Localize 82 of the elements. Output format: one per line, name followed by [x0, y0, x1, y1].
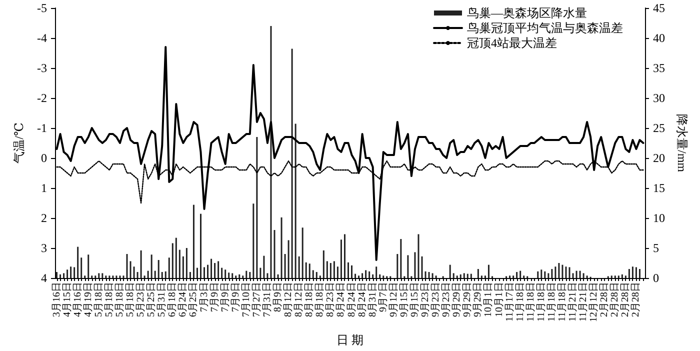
x-tick-label: 6月25日	[188, 282, 200, 317]
x-tick-label: 2月28日	[630, 282, 642, 317]
x-tick-label: 7月27日	[251, 282, 262, 317]
x-tick-label: 11月21日	[568, 282, 579, 322]
y2-tick-label: 30	[653, 91, 665, 105]
x-tick-label: 11月18日	[514, 282, 526, 322]
x-tick-label: 9月23日	[441, 282, 452, 317]
x-tick-label: 5月25日	[146, 282, 158, 317]
x-tick-label: 8月9日	[272, 282, 284, 312]
x-tick-label: 4月15日	[62, 282, 73, 317]
y2-tick-label: 45	[653, 1, 665, 15]
y2-tick-label: 5	[653, 241, 659, 255]
x-tick-label: 9月23日	[430, 282, 442, 317]
y2-axis-title: 降水量/mm	[674, 114, 689, 173]
x-tick-label: 6月24日	[178, 282, 189, 317]
y2-tick-label: 0	[653, 271, 659, 285]
y2-tick-label: 20	[653, 151, 665, 165]
x-tick-label: 8月23日	[325, 282, 336, 317]
y2-tick-label: 35	[653, 61, 665, 75]
y-tick-label: -1	[37, 121, 47, 135]
x-tick-label: 5月31日	[156, 282, 168, 317]
x-tick-label: 7月9日	[230, 282, 242, 312]
legend-label: 鸟巢冠顶平均气温与奥森温差	[467, 21, 623, 35]
x-tick-label: 2月28日	[620, 282, 632, 317]
x-tick-label: 9月15日	[409, 282, 420, 317]
x-tick-label: 5月18日	[93, 282, 104, 317]
x-tick-label: 8月24日	[346, 282, 358, 317]
y-tick-label: 1	[41, 181, 47, 195]
x-tick-label: 10月1日	[483, 282, 494, 317]
x-tick-label: 5月18日	[104, 282, 115, 317]
y-tick-label: 3	[41, 241, 47, 255]
y2-tick-label: 15	[653, 181, 665, 195]
x-tick-label: 12月12日	[588, 282, 600, 322]
x-tick-label: 2月28日	[599, 282, 610, 317]
x-tick-label: 3月16日	[51, 282, 62, 317]
x-tick-label: 8月18日	[314, 282, 326, 317]
x-tick-label: 8月24日	[356, 282, 368, 317]
x-tick-label: 9月23日	[420, 282, 432, 317]
y2-tick-label: 25	[653, 121, 665, 135]
x-tick-label: 11月18日	[556, 282, 568, 322]
x-tick-label: 8月18日	[304, 282, 316, 317]
x-tick-label: 11月18日	[536, 282, 547, 322]
x-tick-label: 11月17日	[504, 282, 516, 322]
y-tick-label: -2	[37, 91, 47, 105]
x-tick-label: 2月28日	[610, 282, 621, 317]
x-tick-label: 9月7日	[378, 282, 389, 312]
y-tick-label: 2	[41, 211, 47, 225]
x-tick-label: 7月10日	[240, 282, 252, 317]
x-tick-label: 7月9日	[220, 282, 231, 312]
y-tick-label: 4	[41, 271, 47, 285]
x-tick-label: 11月18日	[525, 282, 536, 322]
x-tick-label: 8月12日	[294, 282, 305, 317]
x-tick-label: 8月31日	[367, 282, 378, 317]
x-tick-label: 7月3日	[198, 282, 210, 312]
legend-label: 鸟巢—奥森场区降水量	[467, 6, 587, 20]
x-tick-label: 9月29日	[452, 282, 463, 317]
x-tick-label: 10月1日	[494, 282, 505, 317]
x-tick-label: 5月23日	[136, 282, 147, 317]
y-axis-title: 气温/℃	[12, 122, 26, 164]
y-tick-label: 0	[41, 151, 47, 165]
x-tick-label: 4月16日	[72, 282, 84, 317]
y2-tick-label: 10	[653, 211, 665, 225]
x-tick-label: 8月12日	[283, 282, 294, 317]
x-tick-label: 7月31日	[262, 282, 273, 317]
y2-tick-label: 40	[653, 31, 665, 45]
x-tick-label: 5月18日	[114, 282, 126, 317]
x-tick-label: 7月9日	[209, 282, 220, 312]
x-tick-label: 9月12日	[388, 282, 400, 317]
x-tick-label: 5月18日	[125, 282, 136, 317]
x-tick-label: 4月19日	[82, 282, 94, 317]
x-tick-label: 11月21日	[578, 282, 590, 322]
legend-label: 冠顶4站最大温差	[467, 36, 557, 50]
y-tick-label: -3	[37, 61, 47, 75]
x-tick-label: 6月18日	[167, 282, 178, 317]
y-tick-label: -4	[37, 31, 47, 45]
x-tick-label: 11月18日	[546, 282, 558, 322]
x-tick-label: 9月29日	[472, 282, 484, 317]
y-tick-label: -5	[37, 1, 47, 15]
x-tick-label: 9月15日	[398, 282, 410, 317]
x-tick-label: 9月29日	[462, 282, 474, 317]
x-axis-title: 日 期	[336, 333, 364, 347]
x-tick-label: 8月24日	[336, 282, 347, 317]
